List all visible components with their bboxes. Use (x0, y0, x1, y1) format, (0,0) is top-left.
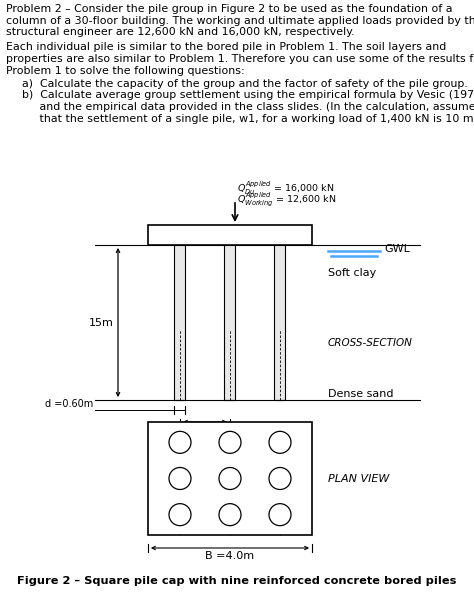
Text: Problem 1 to solve the following questions:: Problem 1 to solve the following questio… (6, 65, 245, 76)
Text: B =4.0m: B =4.0m (205, 551, 255, 561)
Text: 15m: 15m (89, 317, 114, 328)
Text: b)  Calculate average group settlement using the empirical formula by Vesic (197: b) Calculate average group settlement us… (22, 91, 474, 100)
Text: a)  Calculate the capacity of the group and the factor of safety of the pile gro: a) Calculate the capacity of the group a… (22, 79, 468, 89)
Bar (225, 245, 236, 400)
Text: that the settlement of a single pile, w1, for a working load of 1,400 kN is 10 m: that the settlement of a single pile, w1… (22, 113, 474, 124)
Text: structural engineer are 12,600 kN and 16,000 kN, respectively.: structural engineer are 12,600 kN and 16… (6, 27, 355, 37)
Text: Problem 2 – Consider the pile group in Figure 2 to be used as the foundation of : Problem 2 – Consider the pile group in F… (6, 4, 453, 14)
Text: d =0.60m: d =0.60m (45, 399, 93, 409)
Text: column of a 30-floor building. The working and ultimate applied loads provided b: column of a 30-floor building. The worki… (6, 16, 474, 25)
Text: GWL: GWL (384, 244, 410, 254)
Text: PLAN VIEW: PLAN VIEW (328, 473, 389, 484)
Text: s =2.0m: s =2.0m (184, 424, 226, 434)
Text: $Q_{Working}^{Applied}$ = 12,600 kN: $Q_{Working}^{Applied}$ = 12,600 kN (237, 192, 336, 209)
Text: CROSS-SECTION: CROSS-SECTION (328, 337, 413, 347)
Bar (274, 245, 285, 400)
Text: Figure 2 – Square pile cap with nine reinforced concrete bored piles: Figure 2 – Square pile cap with nine rei… (18, 576, 456, 586)
Bar (174, 245, 185, 400)
Text: Soft clay: Soft clay (328, 268, 376, 278)
Text: $Q_{Du}^{Applied}$ = 16,000 kN: $Q_{Du}^{Applied}$ = 16,000 kN (237, 180, 334, 197)
Bar (148, 422, 312, 535)
Text: and the empirical data provided in the class slides. (In the calculation, assume: and the empirical data provided in the c… (22, 102, 474, 112)
Text: Each individual pile is similar to the bored pile in Problem 1. The soil layers : Each individual pile is similar to the b… (6, 43, 446, 52)
Bar (148, 225, 312, 245)
Text: properties are also similar to Problem 1. Therefore you can use some of the resu: properties are also similar to Problem 1… (6, 54, 474, 64)
Text: Dense sand: Dense sand (328, 389, 393, 399)
